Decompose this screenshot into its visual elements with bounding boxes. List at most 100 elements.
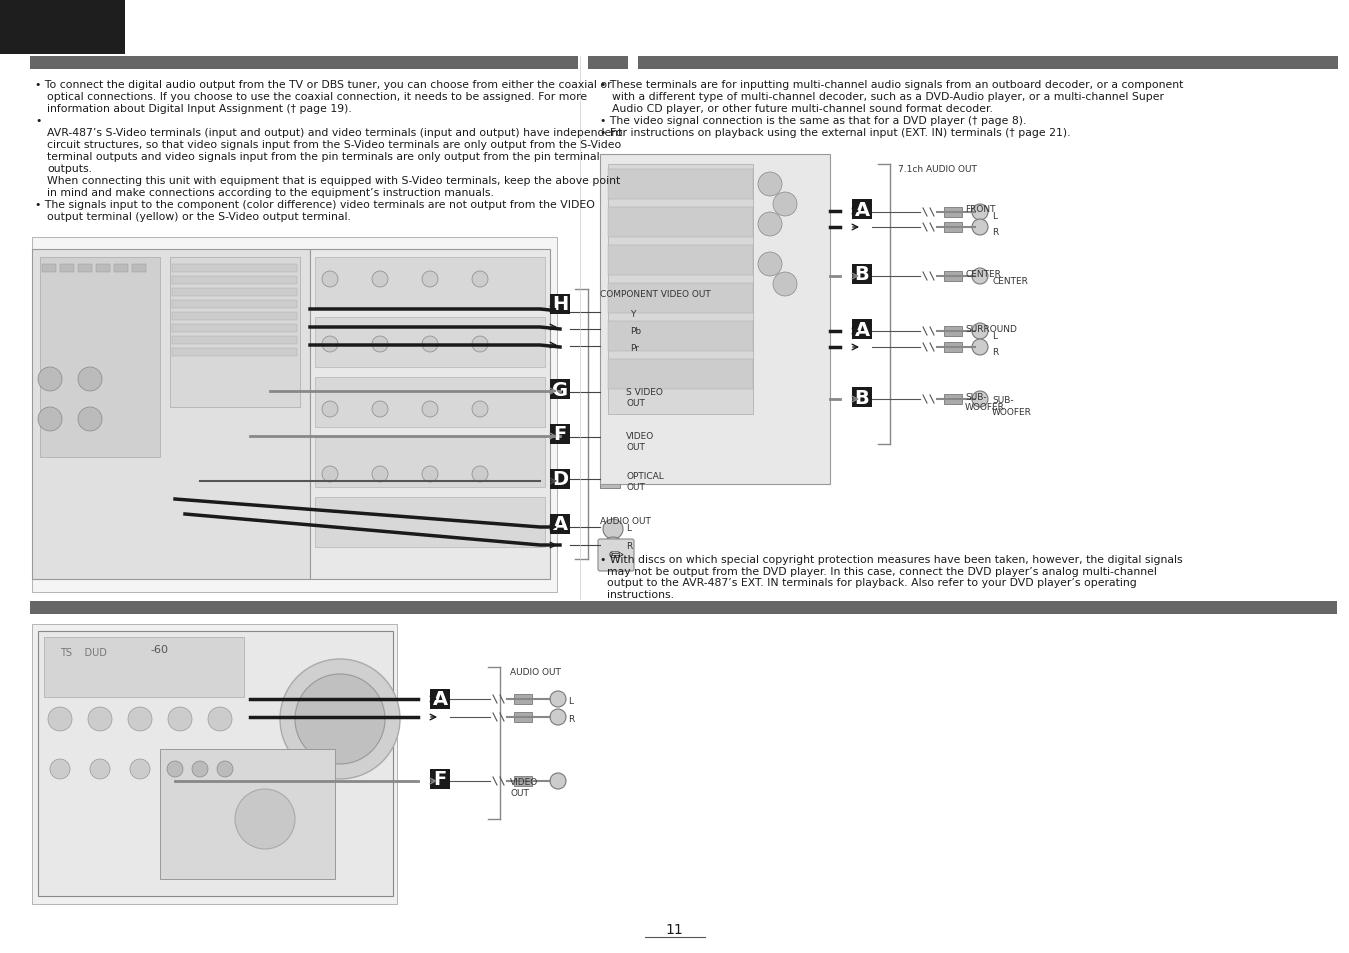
Text: B: B (855, 265, 869, 284)
Text: SUB-
WOOFER: SUB- WOOFER (965, 393, 1005, 412)
Bar (170, 257, 299, 408)
Bar (600, 344, 618, 354)
Text: Pr: Pr (630, 344, 639, 353)
Text: When connecting this unit with equipment that is equipped with S-Video terminals: When connecting this unit with equipment… (47, 175, 621, 186)
FancyBboxPatch shape (853, 319, 871, 339)
Circle shape (372, 467, 389, 482)
Bar (173, 276, 297, 285)
Bar (316, 317, 545, 368)
Text: 7.1ch AUDIO OUT: 7.1ch AUDIO OUT (898, 165, 977, 173)
Text: A: A (854, 320, 870, 339)
FancyBboxPatch shape (853, 200, 871, 220)
FancyBboxPatch shape (550, 294, 571, 314)
Bar (608, 359, 753, 390)
FancyBboxPatch shape (550, 379, 571, 399)
Bar (514, 695, 532, 704)
Text: • The signals input to the component (color difference) video terminals are not : • The signals input to the component (co… (35, 200, 595, 210)
Bar (316, 377, 545, 428)
Circle shape (773, 273, 797, 296)
Circle shape (38, 408, 62, 432)
Text: H: H (552, 295, 568, 314)
Circle shape (616, 341, 631, 355)
Text: L: L (992, 332, 997, 340)
FancyBboxPatch shape (550, 515, 571, 535)
Bar (32, 624, 397, 904)
Circle shape (973, 205, 987, 221)
Circle shape (758, 253, 782, 276)
Text: OUT: OUT (626, 442, 645, 452)
Bar (600, 476, 621, 489)
Text: •: • (35, 116, 42, 126)
Text: in mind and make connections according to the equipment’s instruction manuals.: in mind and make connections according t… (47, 188, 494, 198)
Bar (32, 250, 310, 579)
Circle shape (50, 760, 70, 780)
Circle shape (88, 707, 112, 731)
Text: SUB-: SUB- (992, 395, 1013, 405)
Bar (316, 437, 545, 488)
Circle shape (295, 675, 384, 764)
Text: B: B (855, 388, 869, 407)
Circle shape (603, 385, 623, 405)
Text: AVR-487’s S-Video terminals (input and output) and video terminals (input and ou: AVR-487’s S-Video terminals (input and o… (47, 128, 622, 138)
Circle shape (281, 659, 401, 780)
Bar (161, 749, 335, 879)
Text: • With discs on which special copyright protection measures have been taken, how: • With discs on which special copyright … (600, 555, 1183, 599)
Circle shape (973, 269, 987, 285)
Text: R: R (568, 714, 575, 723)
Text: output terminal (yellow) or the S-Video output terminal.: output terminal (yellow) or the S-Video … (47, 212, 351, 222)
Text: CENTER: CENTER (992, 276, 1028, 286)
Bar (316, 257, 545, 308)
Text: OPTICAL: OPTICAL (626, 472, 664, 480)
Bar (30, 601, 1337, 615)
Circle shape (973, 392, 987, 408)
Circle shape (603, 519, 623, 539)
Bar (944, 343, 962, 353)
Text: -60: -60 (150, 644, 169, 655)
Text: • The video signal connection is the same as that for a DVD player († page 8).: • The video signal connection is the sam… (600, 116, 1027, 126)
Circle shape (208, 707, 232, 731)
Circle shape (322, 272, 339, 288)
Bar (588, 57, 629, 70)
Text: AUDIO OUT: AUDIO OUT (600, 517, 650, 525)
Text: A: A (854, 200, 870, 219)
Bar (173, 336, 297, 345)
Bar (96, 265, 111, 273)
Circle shape (322, 401, 339, 417)
Text: CENTER: CENTER (965, 270, 1001, 278)
Circle shape (217, 761, 233, 778)
Circle shape (973, 324, 987, 339)
Circle shape (773, 193, 797, 216)
Bar (316, 497, 545, 547)
Text: • These terminals are for inputting multi-channel audio signals from an outboard: • These terminals are for inputting mult… (600, 80, 1183, 90)
Bar (173, 301, 297, 309)
Text: FRONT: FRONT (965, 205, 996, 213)
Circle shape (78, 368, 103, 392)
Bar (514, 712, 532, 722)
Text: G: G (552, 380, 568, 399)
Circle shape (422, 401, 438, 417)
Circle shape (616, 325, 631, 338)
Text: Pb: Pb (630, 327, 641, 335)
Text: AUDIO OUT: AUDIO OUT (510, 667, 561, 677)
Bar (38, 631, 393, 896)
Circle shape (472, 401, 488, 417)
Bar (59, 265, 74, 273)
Bar (514, 776, 532, 786)
FancyBboxPatch shape (853, 265, 871, 285)
Text: with a different type of multi-channel decoder, such as a DVD-Audio player, or a: with a different type of multi-channel d… (612, 91, 1164, 102)
Circle shape (169, 707, 192, 731)
Text: R: R (626, 541, 633, 551)
FancyBboxPatch shape (550, 424, 571, 444)
FancyBboxPatch shape (598, 539, 634, 572)
Circle shape (192, 761, 208, 778)
Circle shape (550, 773, 567, 789)
Bar (608, 284, 753, 314)
Bar (608, 170, 753, 200)
Text: L: L (626, 523, 631, 533)
Circle shape (550, 709, 567, 725)
Bar (78, 265, 92, 273)
Bar (173, 265, 297, 273)
Bar (608, 208, 753, 237)
FancyBboxPatch shape (430, 689, 451, 709)
Bar (600, 310, 618, 319)
